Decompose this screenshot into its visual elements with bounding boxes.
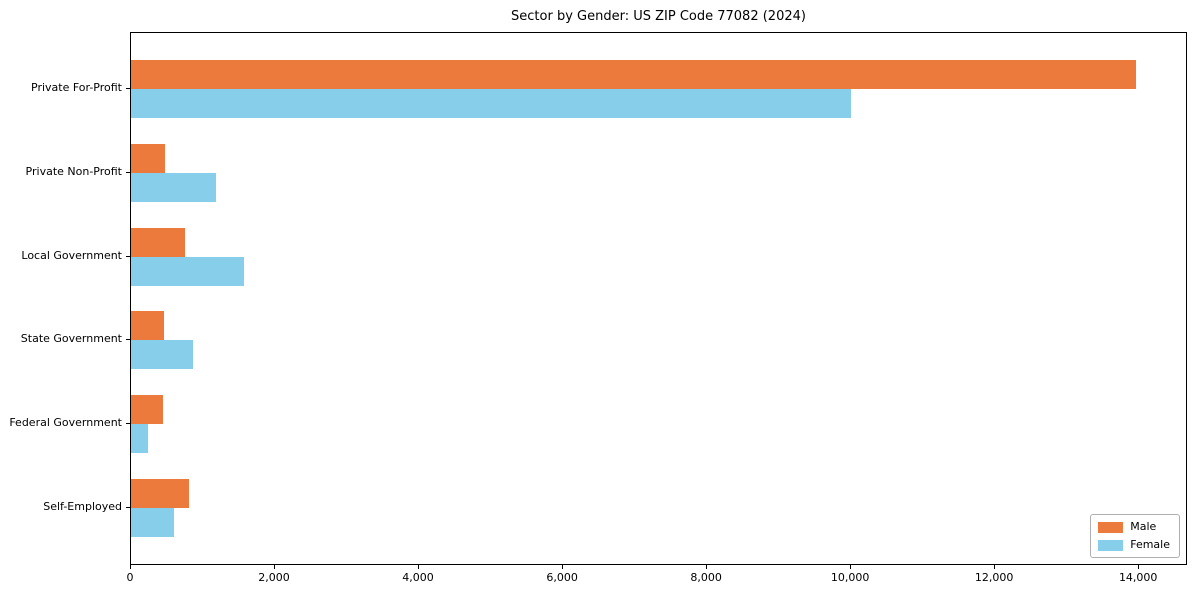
x-axis-tick-label: 10,000 xyxy=(830,571,870,584)
bar-male-2 xyxy=(131,227,185,257)
bar-male-3 xyxy=(131,311,165,341)
x-axis-tick-label: 2,000 xyxy=(258,571,290,584)
y-axis-label: Private For-Profit xyxy=(31,81,122,95)
y-axis-label: Private Non-Profit xyxy=(25,165,122,179)
y-axis-label: Local Government xyxy=(21,248,122,262)
x-axis-tick-label: 14,000 xyxy=(1118,571,1158,584)
bar-female-3 xyxy=(131,340,193,370)
x-axis-tick xyxy=(706,565,708,569)
y-axis-label: Self-Employed xyxy=(43,499,122,513)
y-axis-tick xyxy=(126,422,130,424)
bar-female-4 xyxy=(131,423,149,453)
y-axis-tick xyxy=(126,339,130,341)
y-axis-label: Federal Government xyxy=(9,415,122,429)
x-axis-tick-label: 4,000 xyxy=(402,571,434,584)
bar-male-4 xyxy=(131,394,163,424)
bar-female-5 xyxy=(131,507,175,537)
y-axis-tick xyxy=(126,172,130,174)
x-axis-tick-label: 12,000 xyxy=(974,571,1014,584)
legend-swatch-male xyxy=(1098,521,1124,533)
x-axis-tick xyxy=(418,565,420,569)
x-axis-tick xyxy=(130,565,131,569)
bar-female-2 xyxy=(131,256,245,286)
x-axis-tick xyxy=(994,565,996,569)
bar-male-5 xyxy=(131,478,189,508)
x-axis-tick-label: 8,000 xyxy=(690,571,722,584)
chart-title: Sector by Gender: US ZIP Code 77082 (202… xyxy=(511,9,806,24)
x-axis-tick xyxy=(850,565,852,569)
y-axis-label: State Government xyxy=(20,332,122,346)
bar-male-1 xyxy=(131,144,165,174)
legend-item-male: Male xyxy=(1098,521,1170,533)
legend: Male Female xyxy=(1090,514,1180,558)
plot-area: Male Female xyxy=(130,32,1187,565)
x-axis-tick xyxy=(274,565,276,569)
y-axis-tick xyxy=(126,255,130,257)
legend-label: Female xyxy=(1130,538,1170,551)
bar-female-0 xyxy=(131,89,852,119)
y-axis-tick xyxy=(126,88,130,90)
bar-female-1 xyxy=(131,173,216,203)
legend-label: Male xyxy=(1130,520,1157,533)
legend-swatch-female xyxy=(1098,539,1124,551)
x-axis-tick xyxy=(1138,565,1140,569)
y-axis-tick xyxy=(126,506,130,508)
legend-item-female: Female xyxy=(1098,539,1170,551)
x-axis-tick-label: 6,000 xyxy=(546,571,578,584)
x-axis-tick-label: 0 xyxy=(126,571,134,584)
bar-male-0 xyxy=(131,60,1136,90)
x-axis-tick xyxy=(562,565,564,569)
